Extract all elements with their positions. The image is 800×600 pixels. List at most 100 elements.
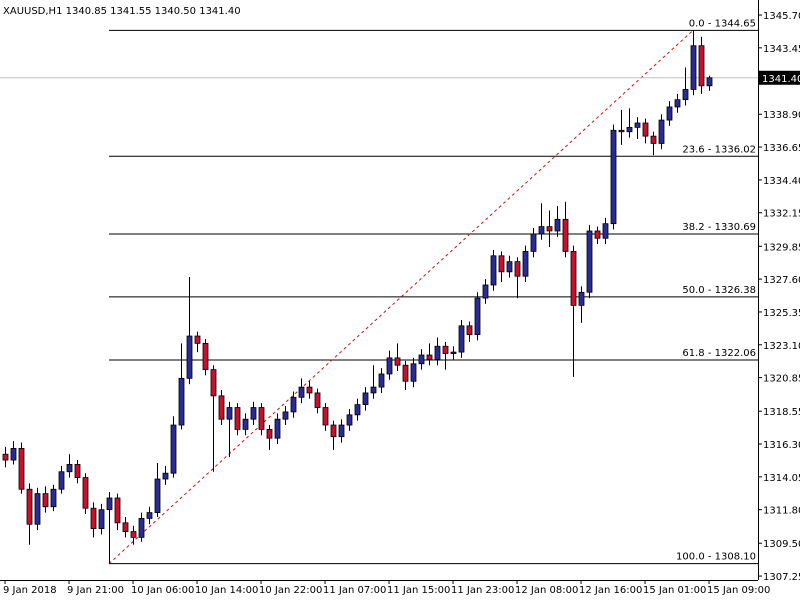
candle-body — [530, 233, 537, 252]
candle-body — [146, 512, 153, 519]
candle-body — [74, 464, 81, 478]
x-tick-label: 11 Jan 15:00 — [387, 585, 450, 596]
candle-body — [394, 357, 401, 366]
candle-body — [402, 364, 409, 382]
candle-body — [482, 284, 489, 299]
candle-body — [330, 424, 337, 438]
x-tick-label: 10 Jan 22:00 — [259, 585, 322, 596]
candle-body — [82, 477, 89, 509]
y-tick-label: 1327.60 — [763, 275, 800, 286]
y-tick-label: 1314.05 — [763, 473, 800, 484]
candle-body — [522, 251, 529, 277]
candle-body — [386, 357, 393, 375]
candle-body — [450, 351, 457, 354]
x-tick-label: 15 Jan 01:00 — [643, 585, 706, 596]
candle-body — [706, 77, 713, 87]
candle-body — [498, 255, 505, 273]
candle-body — [490, 255, 497, 286]
y-tick-label: 1316.30 — [763, 440, 800, 451]
fib-label: 50.0 - 1326.38 — [682, 285, 756, 296]
candle-body — [90, 507, 97, 530]
y-tick-label: 1338.90 — [763, 110, 800, 121]
candle-body — [234, 407, 241, 430]
candle-body — [474, 297, 481, 335]
candle-body — [634, 122, 641, 128]
candle-body — [122, 522, 129, 532]
candle-body — [194, 335, 201, 344]
candle-body — [506, 261, 513, 273]
candle-body — [346, 414, 353, 426]
candle-body — [546, 226, 553, 232]
candle-body — [50, 488, 57, 508]
candle-body — [98, 509, 105, 530]
candle-body — [562, 218, 569, 252]
y-tick-label: 1325.35 — [763, 308, 800, 319]
fib-label: 100.0 - 1308.10 — [676, 552, 756, 563]
candle-body — [642, 122, 649, 137]
candle-body — [2, 453, 9, 461]
fib-label: 23.6 - 1336.02 — [682, 144, 756, 155]
chart-title: XAUUSD,H1 1340.85 1341.55 1340.50 1341.4… — [3, 6, 241, 17]
candle-body — [178, 377, 185, 426]
candle-body — [570, 251, 577, 306]
candle-body — [306, 386, 313, 394]
candle-body — [10, 447, 17, 461]
candle-body — [666, 106, 673, 121]
fib-label: 38.2 - 1330.69 — [682, 222, 756, 233]
candle-body — [186, 335, 193, 379]
candle-body — [538, 226, 545, 235]
x-tick-label: 11 Jan 23:00 — [451, 585, 514, 596]
candle-body — [650, 135, 657, 144]
candle-body — [42, 493, 49, 508]
x-tick-label: 10 Jan 14:00 — [195, 585, 258, 596]
candle-body — [442, 345, 449, 354]
candle-body — [586, 230, 593, 293]
candle-body — [618, 129, 625, 133]
candle-body — [354, 404, 361, 416]
candle-body — [162, 472, 169, 480]
y-tick-label: 1345.70 — [763, 11, 800, 22]
candle-body — [106, 497, 113, 511]
candle-body — [690, 45, 697, 90]
candle-body — [210, 369, 217, 397]
candle-body — [370, 386, 377, 394]
y-tick-label: 1318.55 — [763, 407, 800, 418]
candle-body — [290, 396, 297, 413]
current-price-box — [759, 70, 800, 85]
candle-body — [250, 407, 257, 420]
candle-body — [554, 218, 561, 232]
x-tick-label: 11 Jan 07:00 — [323, 585, 386, 596]
candle-body — [130, 531, 137, 538]
current-price-label: 1341.40 — [762, 74, 800, 85]
candle-body — [610, 129, 617, 225]
candle-body — [458, 325, 465, 353]
candle-body — [154, 478, 161, 513]
candle-body — [218, 395, 225, 420]
candle-body — [378, 373, 385, 388]
y-tick-label: 1336.65 — [763, 143, 800, 154]
candle-body — [682, 89, 689, 101]
candle-body — [626, 126, 633, 133]
y-tick-label: 1323.10 — [763, 341, 800, 352]
candle-body — [282, 411, 289, 420]
candle-body — [18, 447, 25, 490]
candle-body — [426, 354, 433, 360]
fib-label: 61.8 - 1322.06 — [682, 348, 756, 359]
candle-body — [434, 345, 441, 360]
candle-body — [170, 424, 177, 474]
candle-body — [410, 363, 417, 382]
candle-body — [226, 407, 233, 420]
candle-body — [338, 424, 345, 438]
candle-body — [58, 471, 65, 490]
candle-body — [258, 407, 265, 430]
fib-label: 0.0 - 1344.65 — [689, 18, 756, 29]
candle-body — [362, 392, 369, 406]
x-tick-label: 12 Jan 08:00 — [515, 585, 578, 596]
candle-body — [594, 230, 601, 239]
candle-body — [34, 493, 41, 525]
candle-body — [418, 354, 425, 365]
candle-body — [274, 418, 281, 439]
y-tick-label: 1332.15 — [763, 209, 800, 220]
